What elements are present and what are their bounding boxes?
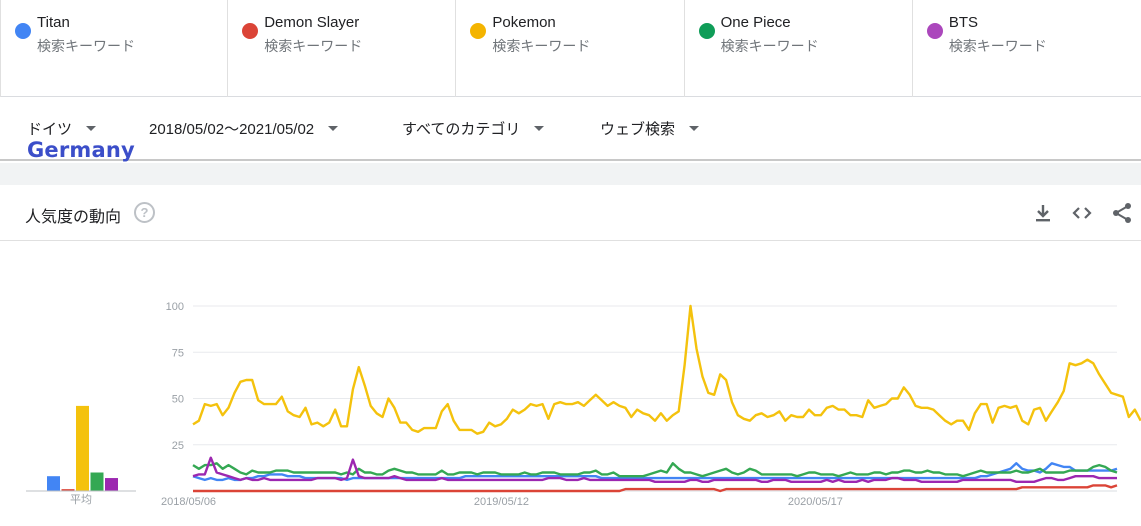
term-card-demon-slayer[interactable]: Demon Slayer 検索キーワード [228, 0, 457, 97]
series-line-pokemon [192, 304, 1141, 435]
term-name: One Piece [720, 14, 791, 31]
trend-chart: 平均 100 75 50 25 2018/05/06 2019/05/12 2020/05… [26, 301, 1141, 508]
term-color-dot [698, 23, 715, 39]
term-type: 検索キーワード [37, 38, 135, 54]
filter-bar: ドイツ 2018/05/02〜2021/05/02 すべてのカテゴリ ウェブ検索 [0, 97, 1141, 161]
term-card-one-piece[interactable]: One Piece 検索キーワード [685, 0, 913, 97]
term-color-dot [15, 23, 31, 39]
average-bar-demon-slayer [61, 489, 75, 491]
x-tick-label: 2019/05/12 [474, 496, 529, 508]
term-color-dot [470, 23, 487, 39]
y-tick-label: 50 [172, 394, 184, 406]
term-name: Pokemon [492, 14, 556, 31]
average-bar-pokemon [76, 405, 89, 491]
x-tick-label: 2018/05/06 [161, 496, 216, 508]
series-line-bts [192, 456, 1117, 483]
term-card-pokemon[interactable]: Pokemon 検索キーワード [456, 0, 685, 97]
y-axis-ticks: 100 75 50 25 [166, 301, 184, 452]
card-header: 人気度の動向 ? [0, 185, 1141, 241]
term-name: BTS [948, 14, 978, 31]
help-icon[interactable]: ? [134, 202, 155, 223]
x-tick-label: 2020/05/17 [788, 496, 843, 508]
category-value: すべてのカテゴリ [402, 121, 521, 138]
average-label: 平均 [70, 493, 92, 506]
embed-code-icon[interactable] [1070, 201, 1094, 225]
chart-gridlines [193, 305, 1117, 492]
term-card-titan[interactable]: Titan 検索キーワード [0, 0, 229, 97]
term-type: 検索キーワード [948, 38, 1047, 54]
chevron-down-icon [86, 126, 97, 131]
search-type-value: ウェブ検索 [600, 121, 676, 138]
average-bar-bts [105, 478, 118, 491]
series-line-one-piece [192, 462, 1118, 478]
term-name: Titan [37, 14, 70, 31]
search-terms-bar: Titan 検索キーワード Demon Slayer 検索キーワード Pokem… [0, 0, 1141, 97]
date-range-dropdown[interactable]: 2018/05/02〜2021/05/02 [149, 118, 339, 139]
series-line-demon-slayer [193, 484, 1118, 493]
average-bar-titan [47, 476, 60, 491]
average-bar-one-piece [90, 472, 104, 491]
download-icon[interactable] [1031, 201, 1055, 225]
y-tick-label: 75 [172, 347, 184, 359]
chart-series [192, 304, 1141, 493]
term-type: 検索キーワード [720, 38, 819, 54]
share-icon[interactable] [1110, 201, 1134, 225]
region-value: ドイツ [27, 121, 73, 138]
date-range-value: 2018/05/02〜2021/05/02 [149, 121, 315, 138]
card-title: 人気度の動向 [25, 209, 122, 226]
term-color-dot [926, 23, 943, 39]
region-annotation: Germany [27, 138, 135, 162]
average-bar-chart: 平均 [26, 405, 136, 506]
chevron-down-icon [534, 126, 545, 131]
section-divider [0, 163, 1141, 185]
chevron-down-icon [328, 126, 339, 131]
term-card-bts[interactable]: BTS 検索キーワード [913, 0, 1141, 97]
term-type: 検索キーワード [492, 38, 591, 54]
interest-over-time-card: 人気度の動向 ? 平均 100 75 50 25 2018/05/06 2019/05/… [0, 185, 1141, 526]
category-dropdown[interactable]: すべてのカテゴリ [402, 118, 545, 139]
x-axis-ticks: 2018/05/06 2019/05/12 2020/05/17 [161, 496, 843, 508]
chevron-down-icon [689, 126, 700, 131]
y-tick-label: 25 [172, 440, 184, 452]
term-name: Demon Slayer [264, 14, 360, 31]
region-dropdown[interactable]: ドイツ [27, 118, 97, 139]
y-tick-label: 100 [166, 301, 184, 313]
term-type: 検索キーワード [264, 38, 363, 54]
search-type-dropdown[interactable]: ウェブ検索 [600, 118, 700, 139]
series-line-titan [192, 462, 1118, 482]
term-color-dot [242, 23, 259, 39]
